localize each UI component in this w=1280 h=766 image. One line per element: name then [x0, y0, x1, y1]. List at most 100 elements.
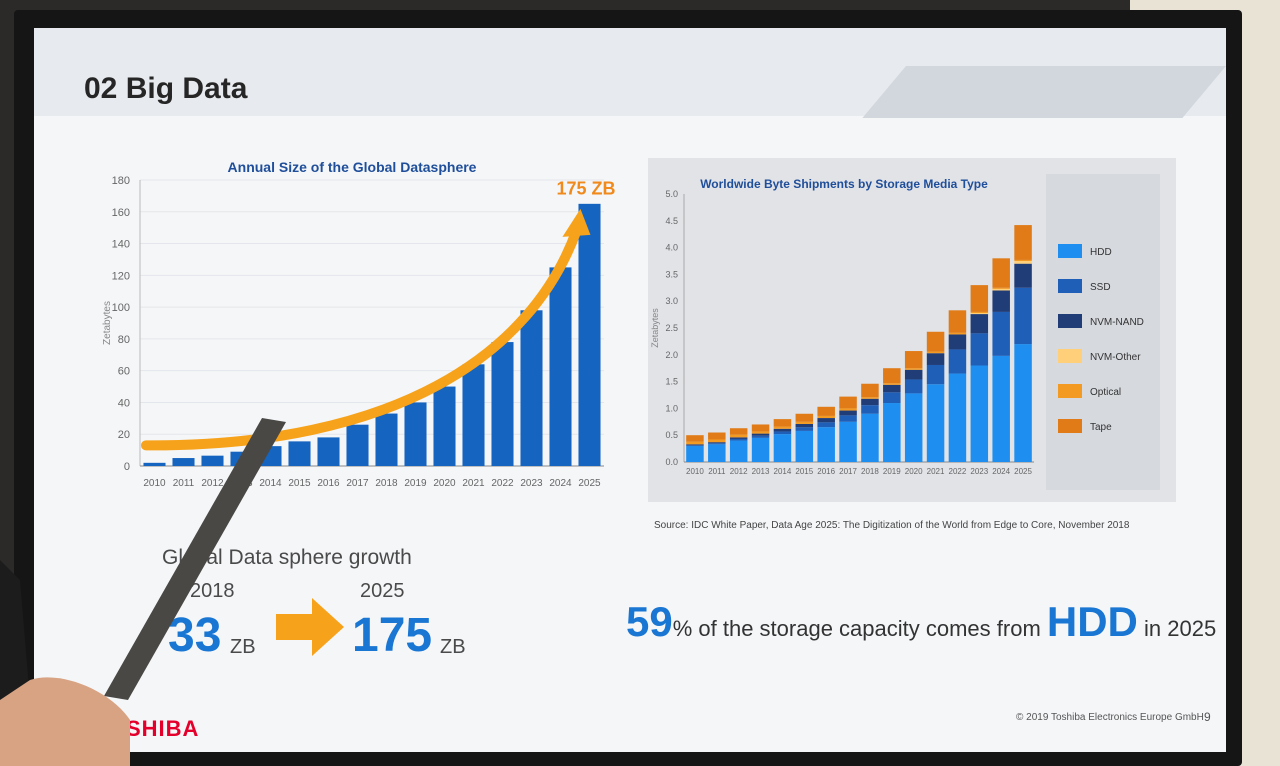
x-tick-label: 2020	[433, 478, 456, 489]
bar-SSD-2022	[948, 349, 967, 374]
bar-SSD-2025	[1014, 287, 1032, 345]
legend-swatch-NVM-Other	[1058, 349, 1082, 363]
hdd-text: % of the storage capacity comes from	[672, 616, 1047, 641]
bar-2016	[317, 437, 340, 466]
legend-swatch-HDD	[1058, 244, 1082, 258]
page-number: 9	[1204, 710, 1211, 724]
y-tick-label: 80	[118, 334, 130, 346]
y-tick-label: 0	[124, 461, 130, 473]
bar-Optical-2019	[883, 383, 901, 385]
bar-SSD-2012	[729, 438, 748, 441]
legend-swatch-NVM-NAND	[1058, 314, 1082, 328]
x-tick-label: 2019	[883, 467, 901, 476]
bar-Optical-2024	[992, 287, 1010, 289]
bar-2024	[549, 267, 572, 466]
x-tick-label: 2018	[375, 478, 398, 489]
bar-Optical-2017	[839, 408, 857, 411]
y-tick-label: 120	[112, 270, 130, 282]
bar-NVM-Other-2023	[970, 312, 989, 315]
x-tick-label: 2010	[686, 467, 704, 476]
x-tick-label: 2017	[346, 478, 369, 489]
chart-title: Annual Size of the Global Datasphere	[228, 159, 477, 175]
x-tick-label: 2018	[861, 467, 879, 476]
x-tick-label: 2024	[549, 478, 572, 489]
x-tick-label: 2014	[259, 478, 282, 489]
bar-HDD-2018	[861, 413, 879, 462]
bar-Optical-2020	[904, 368, 923, 370]
x-tick-label: 2011	[708, 467, 726, 476]
legend-label-SSD: SSD	[1090, 282, 1111, 293]
bar-SSD-2016	[817, 422, 835, 428]
bar-HDD-2011	[708, 444, 726, 462]
bar-HDD-2013	[751, 437, 770, 462]
bar-SSD-2017	[839, 415, 857, 422]
x-tick-label: 2021	[927, 467, 945, 476]
bar-Optical-2011	[708, 439, 726, 443]
bar-2012	[201, 455, 224, 466]
bar-HDD-2015	[795, 430, 814, 462]
y-tick-label: 4.5	[665, 216, 678, 226]
x-tick-label: 2016	[317, 478, 340, 489]
bar-HDD-2010	[686, 445, 704, 462]
legend-swatch-SSD	[1058, 279, 1082, 293]
bar-Optical-2021	[926, 351, 945, 354]
y-tick-label: 0.5	[665, 430, 678, 440]
bar-NVM-Other-2025	[1014, 261, 1032, 264]
trend-arrow-shaft	[141, 225, 582, 451]
bar-2022	[491, 342, 514, 466]
bar-NVM-NAND-2020	[904, 369, 923, 380]
y-tick-label: 1.0	[665, 403, 678, 413]
bar-Optical-2015	[795, 421, 814, 424]
bar-NVM-NAND-2023	[970, 314, 989, 334]
y-axis-label: Zetabytes	[102, 301, 113, 345]
legend-label-HDD: HDD	[1090, 247, 1112, 258]
y-tick-label: 1.5	[665, 377, 678, 387]
y-tick-label: 180	[112, 175, 130, 187]
bar-Tape-2016	[817, 406, 835, 416]
bar-SSD-2015	[795, 427, 814, 431]
x-tick-label: 2012	[201, 478, 224, 489]
bar-2021	[462, 364, 485, 466]
bar-Tape-2018	[861, 383, 879, 398]
x-tick-label: 2011	[173, 478, 195, 489]
legend-label-NVM-NAND: NVM-NAND	[1090, 317, 1144, 328]
bar-2025	[578, 203, 601, 467]
x-tick-label: 2023	[520, 478, 543, 489]
bar-SSD-2024	[992, 311, 1010, 356]
bar-Tape-2019	[883, 368, 901, 384]
y-tick-label: 100	[112, 302, 130, 314]
bar-HDD-2012	[729, 440, 748, 462]
bar-HDD-2021	[926, 384, 945, 462]
bar-NVM-NAND-2012	[729, 437, 748, 439]
bar-NVM-NAND-2010	[686, 444, 704, 446]
value-from: 33	[168, 609, 222, 662]
y-tick-label: 140	[112, 239, 130, 251]
y-tick-label: 0.0	[665, 457, 678, 467]
slide: 02 Big Data Annual Size of the Global Da…	[34, 28, 1226, 752]
x-tick-label: 2013	[752, 467, 770, 476]
slide-title: 02 Big Data	[84, 72, 248, 105]
bar-Optical-2016	[817, 415, 835, 419]
bar-Tape-2010	[686, 435, 704, 442]
unit-from: ZB	[230, 636, 256, 658]
year-to: 2025	[360, 580, 405, 602]
annotation-175zb: 175 ZB	[556, 178, 615, 198]
bar-NVM-NAND-2018	[861, 398, 879, 406]
legend-swatch-Tape	[1058, 419, 1082, 433]
bar-Optical-2010	[686, 441, 704, 445]
bar-Tape-2013	[751, 424, 770, 432]
bar-NVM-NAND-2017	[839, 410, 857, 416]
bar-Optical-2013	[751, 431, 770, 434]
bar-Tape-2024	[992, 258, 1010, 288]
bar-NVM-NAND-2011	[708, 442, 726, 444]
bar-Tape-2021	[926, 331, 945, 352]
y-tick-label: 5.0	[665, 189, 678, 199]
toshiba-logo: SHIBA	[126, 716, 200, 741]
bar-Tape-2020	[904, 351, 923, 369]
bar-NVM-NAND-2015	[795, 423, 814, 428]
x-tick-label: 2015	[795, 467, 813, 476]
bar-Optical-2025	[1014, 259, 1032, 261]
legend-panel	[1046, 174, 1160, 490]
x-tick-label: 2024	[992, 467, 1010, 476]
